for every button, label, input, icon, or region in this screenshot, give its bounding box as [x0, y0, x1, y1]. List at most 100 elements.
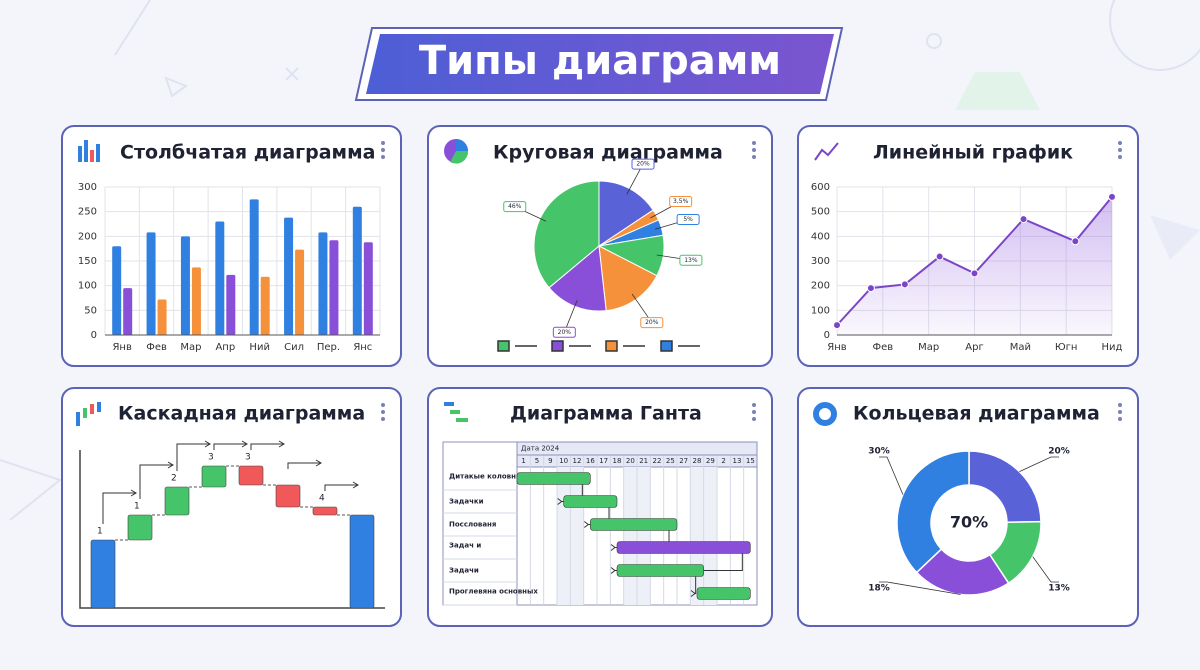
column-label: 10 — [559, 457, 568, 465]
waterfall-bar — [238, 465, 264, 486]
column-label: 16 — [586, 457, 595, 465]
task-label: Посслованя — [449, 521, 496, 529]
bar — [352, 206, 362, 335]
task-label: Задач и — [449, 542, 481, 550]
step-label: 3 — [208, 453, 214, 463]
x-tick-label: Нид — [1102, 342, 1123, 353]
y-tick-label: 0 — [91, 330, 97, 341]
card-titles: Столбчатая диаграмма Круговая диаграмма … — [118, 142, 1100, 425]
column-label: 17 — [599, 457, 608, 465]
column-label: 1 — [521, 457, 525, 465]
y-tick-label: 200 — [78, 231, 97, 242]
x-tick-label: Мар — [918, 342, 939, 353]
y-tick-label: 100 — [78, 281, 97, 292]
value-label: 46% — [508, 203, 522, 210]
gantt-bar — [516, 472, 591, 485]
y-tick-label: 0 — [824, 330, 830, 341]
waterfall-bar — [201, 465, 227, 488]
card-title: Диаграмма Ганта — [510, 403, 702, 425]
bar — [284, 217, 294, 335]
y-tick-label: 300 — [78, 182, 97, 193]
column-label: 29 — [706, 457, 715, 465]
area — [837, 196, 1112, 335]
column-label: 13 — [733, 457, 742, 465]
bar — [123, 288, 133, 335]
step-label: 1 — [134, 502, 140, 512]
y-tick-label: 300 — [811, 256, 830, 267]
x-tick-label: Янв — [112, 342, 131, 353]
point — [1071, 237, 1080, 246]
axes — [79, 450, 385, 609]
column-label: 12 — [573, 457, 582, 465]
bar — [260, 276, 270, 335]
column-label: 25 — [666, 457, 675, 465]
label-box — [669, 195, 693, 207]
y-tick-label: 600 — [811, 182, 830, 193]
waterfall-bar — [275, 484, 301, 508]
center-label: 70% — [950, 513, 988, 532]
gantt-bar — [616, 541, 751, 554]
bar — [295, 249, 305, 335]
value-label: 20% — [636, 161, 650, 168]
bar — [226, 274, 236, 335]
value-label: 5% — [683, 216, 693, 223]
card-title: Линейный график — [873, 142, 1073, 164]
step-arrow — [213, 440, 248, 450]
step-arrow — [176, 440, 211, 471]
card-icons — [76, 139, 839, 426]
x-tick-label: Апр — [215, 342, 235, 353]
point — [970, 269, 979, 278]
label-box — [503, 201, 527, 213]
card-title: Каскадная диаграмма — [118, 403, 365, 425]
card-title: Столбчатая диаграмма — [120, 142, 375, 164]
y-tick-label: 500 — [811, 207, 830, 218]
column-label: 5 — [535, 457, 539, 465]
point — [1108, 192, 1116, 201]
waterfall-bar — [164, 486, 190, 516]
step-arrow — [324, 481, 359, 491]
step-arrow — [139, 461, 174, 499]
bar — [329, 240, 339, 335]
gantt-bar — [590, 518, 678, 531]
menu-dots[interactable] — [381, 141, 1122, 421]
value-label: 13% — [1048, 584, 1070, 594]
step-label: 2 — [171, 474, 177, 484]
title-banner: Типы диаграмм — [354, 27, 844, 101]
y-tick-label: 400 — [811, 231, 830, 242]
column-label: 22 — [653, 457, 662, 465]
y-tick-label: 250 — [78, 207, 97, 218]
bar — [215, 221, 225, 335]
value-label: 20% — [1048, 447, 1070, 457]
value-label: 13% — [684, 257, 698, 264]
gantt-bar — [696, 587, 751, 600]
x-tick-label: Май — [1010, 342, 1031, 353]
x-tick-label: Пер. — [317, 342, 340, 353]
value-label: 3,5% — [673, 198, 689, 205]
bar — [146, 232, 156, 335]
value-label: 20% — [558, 329, 572, 336]
label-box — [631, 158, 655, 170]
step-arrow — [250, 440, 285, 450]
point — [935, 252, 944, 261]
bar — [363, 242, 373, 335]
value-label: 30% — [868, 447, 890, 457]
point — [1019, 215, 1028, 224]
column-label: 15 — [746, 457, 755, 465]
step-arrow — [102, 489, 137, 524]
x-tick-label: Ний — [249, 342, 270, 353]
value-label: 18% — [868, 584, 890, 594]
leader-line — [879, 456, 904, 495]
gantt-bar — [616, 564, 704, 577]
column-label: 28 — [693, 457, 702, 465]
x-tick-label: Янв — [827, 342, 846, 353]
line — [836, 196, 1113, 326]
bar — [180, 236, 190, 335]
x-tick-label: Сил — [284, 342, 304, 353]
label-box — [640, 317, 664, 329]
bar — [112, 246, 122, 335]
gantt-header-label: Дата 2024 — [521, 445, 560, 453]
bar — [157, 299, 167, 335]
waterfall-bar — [90, 539, 116, 609]
point — [900, 280, 909, 289]
